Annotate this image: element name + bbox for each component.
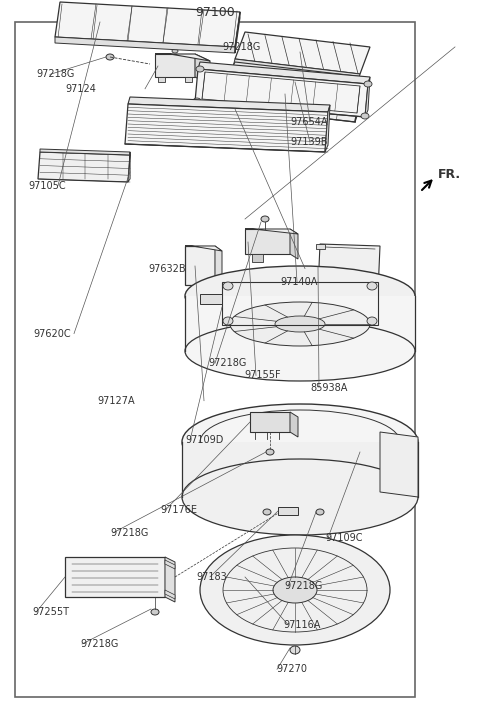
Polygon shape	[230, 62, 365, 87]
Text: 97127A: 97127A	[97, 396, 134, 406]
Text: 97632B: 97632B	[148, 264, 186, 274]
Ellipse shape	[106, 54, 114, 60]
Ellipse shape	[223, 282, 233, 290]
Ellipse shape	[185, 266, 415, 326]
Polygon shape	[185, 296, 415, 351]
Polygon shape	[65, 557, 165, 597]
Text: 97654A: 97654A	[290, 117, 327, 127]
Text: 97218G: 97218G	[80, 639, 119, 649]
Text: FR.: FR.	[438, 168, 461, 180]
Text: 97116A: 97116A	[283, 619, 320, 630]
Polygon shape	[215, 246, 222, 290]
Polygon shape	[182, 442, 418, 497]
Ellipse shape	[241, 49, 249, 55]
Ellipse shape	[361, 113, 369, 119]
Ellipse shape	[193, 98, 201, 104]
Ellipse shape	[266, 449, 274, 455]
Ellipse shape	[316, 509, 324, 515]
Polygon shape	[185, 77, 192, 82]
Polygon shape	[235, 32, 370, 74]
Polygon shape	[316, 244, 325, 249]
Polygon shape	[195, 69, 368, 117]
Ellipse shape	[364, 81, 372, 87]
Polygon shape	[355, 77, 365, 122]
Text: 97218G: 97218G	[222, 42, 260, 52]
Text: 97105C: 97105C	[28, 180, 66, 191]
Text: 85938A: 85938A	[310, 383, 348, 393]
Ellipse shape	[182, 459, 418, 535]
Polygon shape	[165, 557, 175, 602]
Ellipse shape	[367, 282, 377, 290]
Ellipse shape	[261, 216, 269, 222]
Polygon shape	[290, 412, 298, 437]
Polygon shape	[278, 507, 298, 515]
Polygon shape	[128, 97, 330, 112]
Ellipse shape	[196, 66, 204, 72]
Polygon shape	[55, 2, 240, 47]
Text: 97176E: 97176E	[160, 505, 197, 516]
Text: 97155F: 97155F	[244, 370, 281, 380]
Ellipse shape	[182, 404, 418, 480]
Polygon shape	[155, 54, 195, 77]
Polygon shape	[318, 244, 380, 292]
Polygon shape	[235, 12, 240, 53]
Polygon shape	[128, 152, 130, 182]
Text: 97109D: 97109D	[185, 435, 223, 445]
Polygon shape	[316, 285, 325, 290]
Text: 97218G: 97218G	[208, 358, 246, 368]
Text: 97183: 97183	[196, 572, 227, 582]
Polygon shape	[245, 229, 298, 234]
Polygon shape	[185, 246, 222, 251]
Text: 97140A: 97140A	[280, 277, 317, 287]
Ellipse shape	[367, 317, 377, 325]
Text: 97620C: 97620C	[33, 329, 71, 339]
Text: 97218G: 97218G	[284, 581, 323, 591]
Text: 97218G: 97218G	[36, 69, 74, 79]
Ellipse shape	[200, 535, 390, 645]
Polygon shape	[185, 246, 215, 285]
Polygon shape	[40, 149, 130, 155]
Ellipse shape	[151, 609, 159, 615]
Polygon shape	[325, 105, 330, 152]
Polygon shape	[365, 77, 370, 117]
Polygon shape	[250, 412, 290, 432]
Polygon shape	[195, 54, 210, 84]
Ellipse shape	[273, 577, 317, 603]
Polygon shape	[38, 152, 130, 182]
Ellipse shape	[290, 646, 300, 654]
Text: 97270: 97270	[276, 664, 307, 674]
Polygon shape	[125, 104, 328, 152]
Text: 97139B: 97139B	[290, 137, 327, 147]
Polygon shape	[233, 59, 360, 82]
Polygon shape	[252, 254, 263, 262]
Polygon shape	[245, 229, 290, 254]
Polygon shape	[225, 72, 360, 122]
Ellipse shape	[275, 316, 325, 332]
Text: 97255T: 97255T	[32, 607, 69, 617]
Polygon shape	[290, 229, 298, 259]
Polygon shape	[380, 432, 418, 497]
Text: 97218G: 97218G	[110, 528, 148, 538]
Polygon shape	[55, 37, 235, 53]
Ellipse shape	[223, 317, 233, 325]
Polygon shape	[165, 590, 175, 599]
Ellipse shape	[185, 321, 415, 381]
Text: 97124: 97124	[65, 84, 96, 94]
Ellipse shape	[263, 509, 271, 515]
Polygon shape	[165, 560, 175, 569]
Polygon shape	[200, 294, 222, 304]
Text: 97100: 97100	[195, 6, 235, 19]
Polygon shape	[155, 54, 210, 61]
Polygon shape	[158, 77, 165, 82]
Ellipse shape	[172, 49, 178, 53]
Text: 97109C: 97109C	[325, 533, 362, 543]
Ellipse shape	[230, 302, 370, 346]
Polygon shape	[198, 62, 370, 84]
